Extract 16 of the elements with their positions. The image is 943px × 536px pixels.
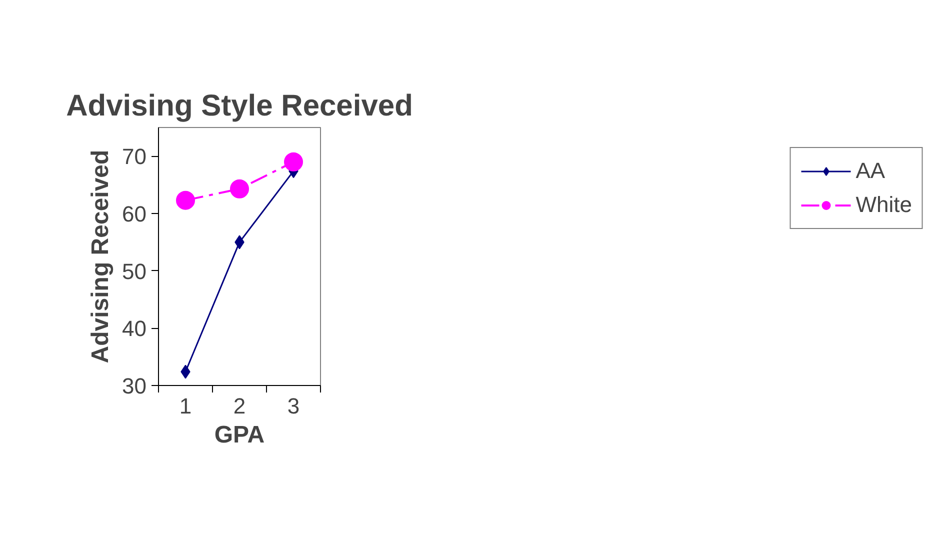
y-axis-title: Advising Received	[87, 150, 114, 364]
legend-label: White	[856, 192, 912, 218]
point	[230, 179, 249, 198]
x-tick-label: 3	[287, 394, 300, 418]
y-tick-label: 60	[122, 202, 147, 226]
chart-title: Advising Style Received	[66, 90, 413, 122]
y-tick-label: 30	[122, 374, 147, 398]
x-tick-label: 2	[233, 394, 246, 418]
y-tick-label: 40	[122, 316, 147, 342]
y-tick-label: 50	[122, 258, 147, 284]
point	[176, 190, 195, 210]
y-tick-label: 70	[122, 144, 147, 170]
legend-label: AA	[856, 158, 886, 184]
point	[284, 152, 303, 172]
x-tick-label: 1	[179, 394, 192, 418]
x-axis-title: GPA	[214, 422, 265, 448]
